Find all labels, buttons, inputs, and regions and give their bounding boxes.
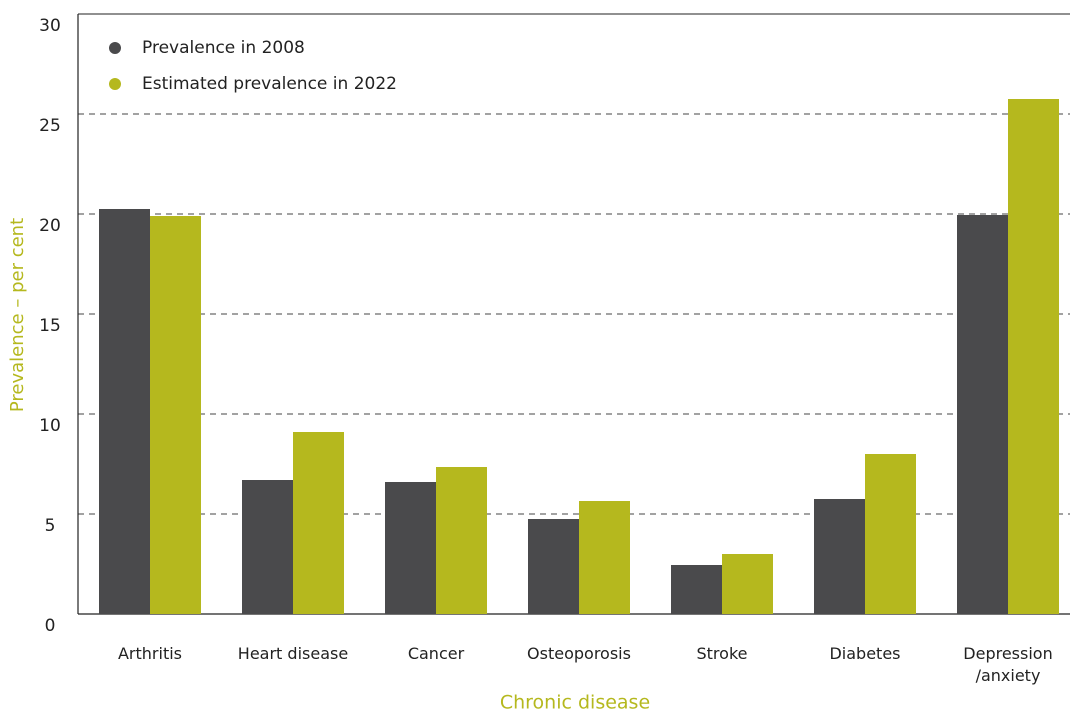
y-tick-label: 30: [39, 16, 61, 36]
legend-marker: [109, 78, 121, 90]
legend-marker: [109, 42, 121, 54]
x-tick-label: Osteoporosis: [527, 644, 631, 663]
x-axis-label: Chronic disease: [500, 692, 650, 714]
y-tick-label: 5: [45, 516, 56, 536]
bar: [99, 209, 150, 614]
bar: [957, 215, 1008, 614]
y-tick-label: 25: [39, 116, 61, 136]
x-tick-label: Cancer: [407, 644, 465, 663]
bar: [865, 454, 916, 614]
y-axis-label: Prevalence – per cent: [7, 218, 28, 412]
bar: [579, 501, 630, 614]
y-tick-label: 0: [45, 616, 56, 636]
bar: [385, 482, 436, 614]
y-tick-label: 10: [39, 416, 61, 436]
y-tick-label: 20: [39, 216, 61, 236]
bar: [814, 499, 865, 614]
bar: [671, 565, 722, 614]
x-tick-label: Heart disease: [237, 644, 349, 663]
legend-label: Prevalence in 2008: [142, 38, 305, 58]
bar: [150, 216, 201, 614]
legend-label: Estimated prevalence in 2022: [142, 74, 397, 94]
x-tick-label: Arthritis: [117, 644, 182, 663]
x-tick-label: Stroke: [696, 644, 748, 663]
bar: [293, 432, 344, 614]
bar: [242, 480, 293, 614]
bar: [1008, 99, 1059, 614]
x-tick-label: Diabetes: [829, 644, 901, 663]
bar: [722, 554, 773, 614]
bar: [436, 467, 487, 614]
y-tick-label: 15: [39, 316, 61, 336]
bar: [528, 519, 579, 614]
x-tick-label: Depression /anxiety: [963, 644, 1053, 685]
